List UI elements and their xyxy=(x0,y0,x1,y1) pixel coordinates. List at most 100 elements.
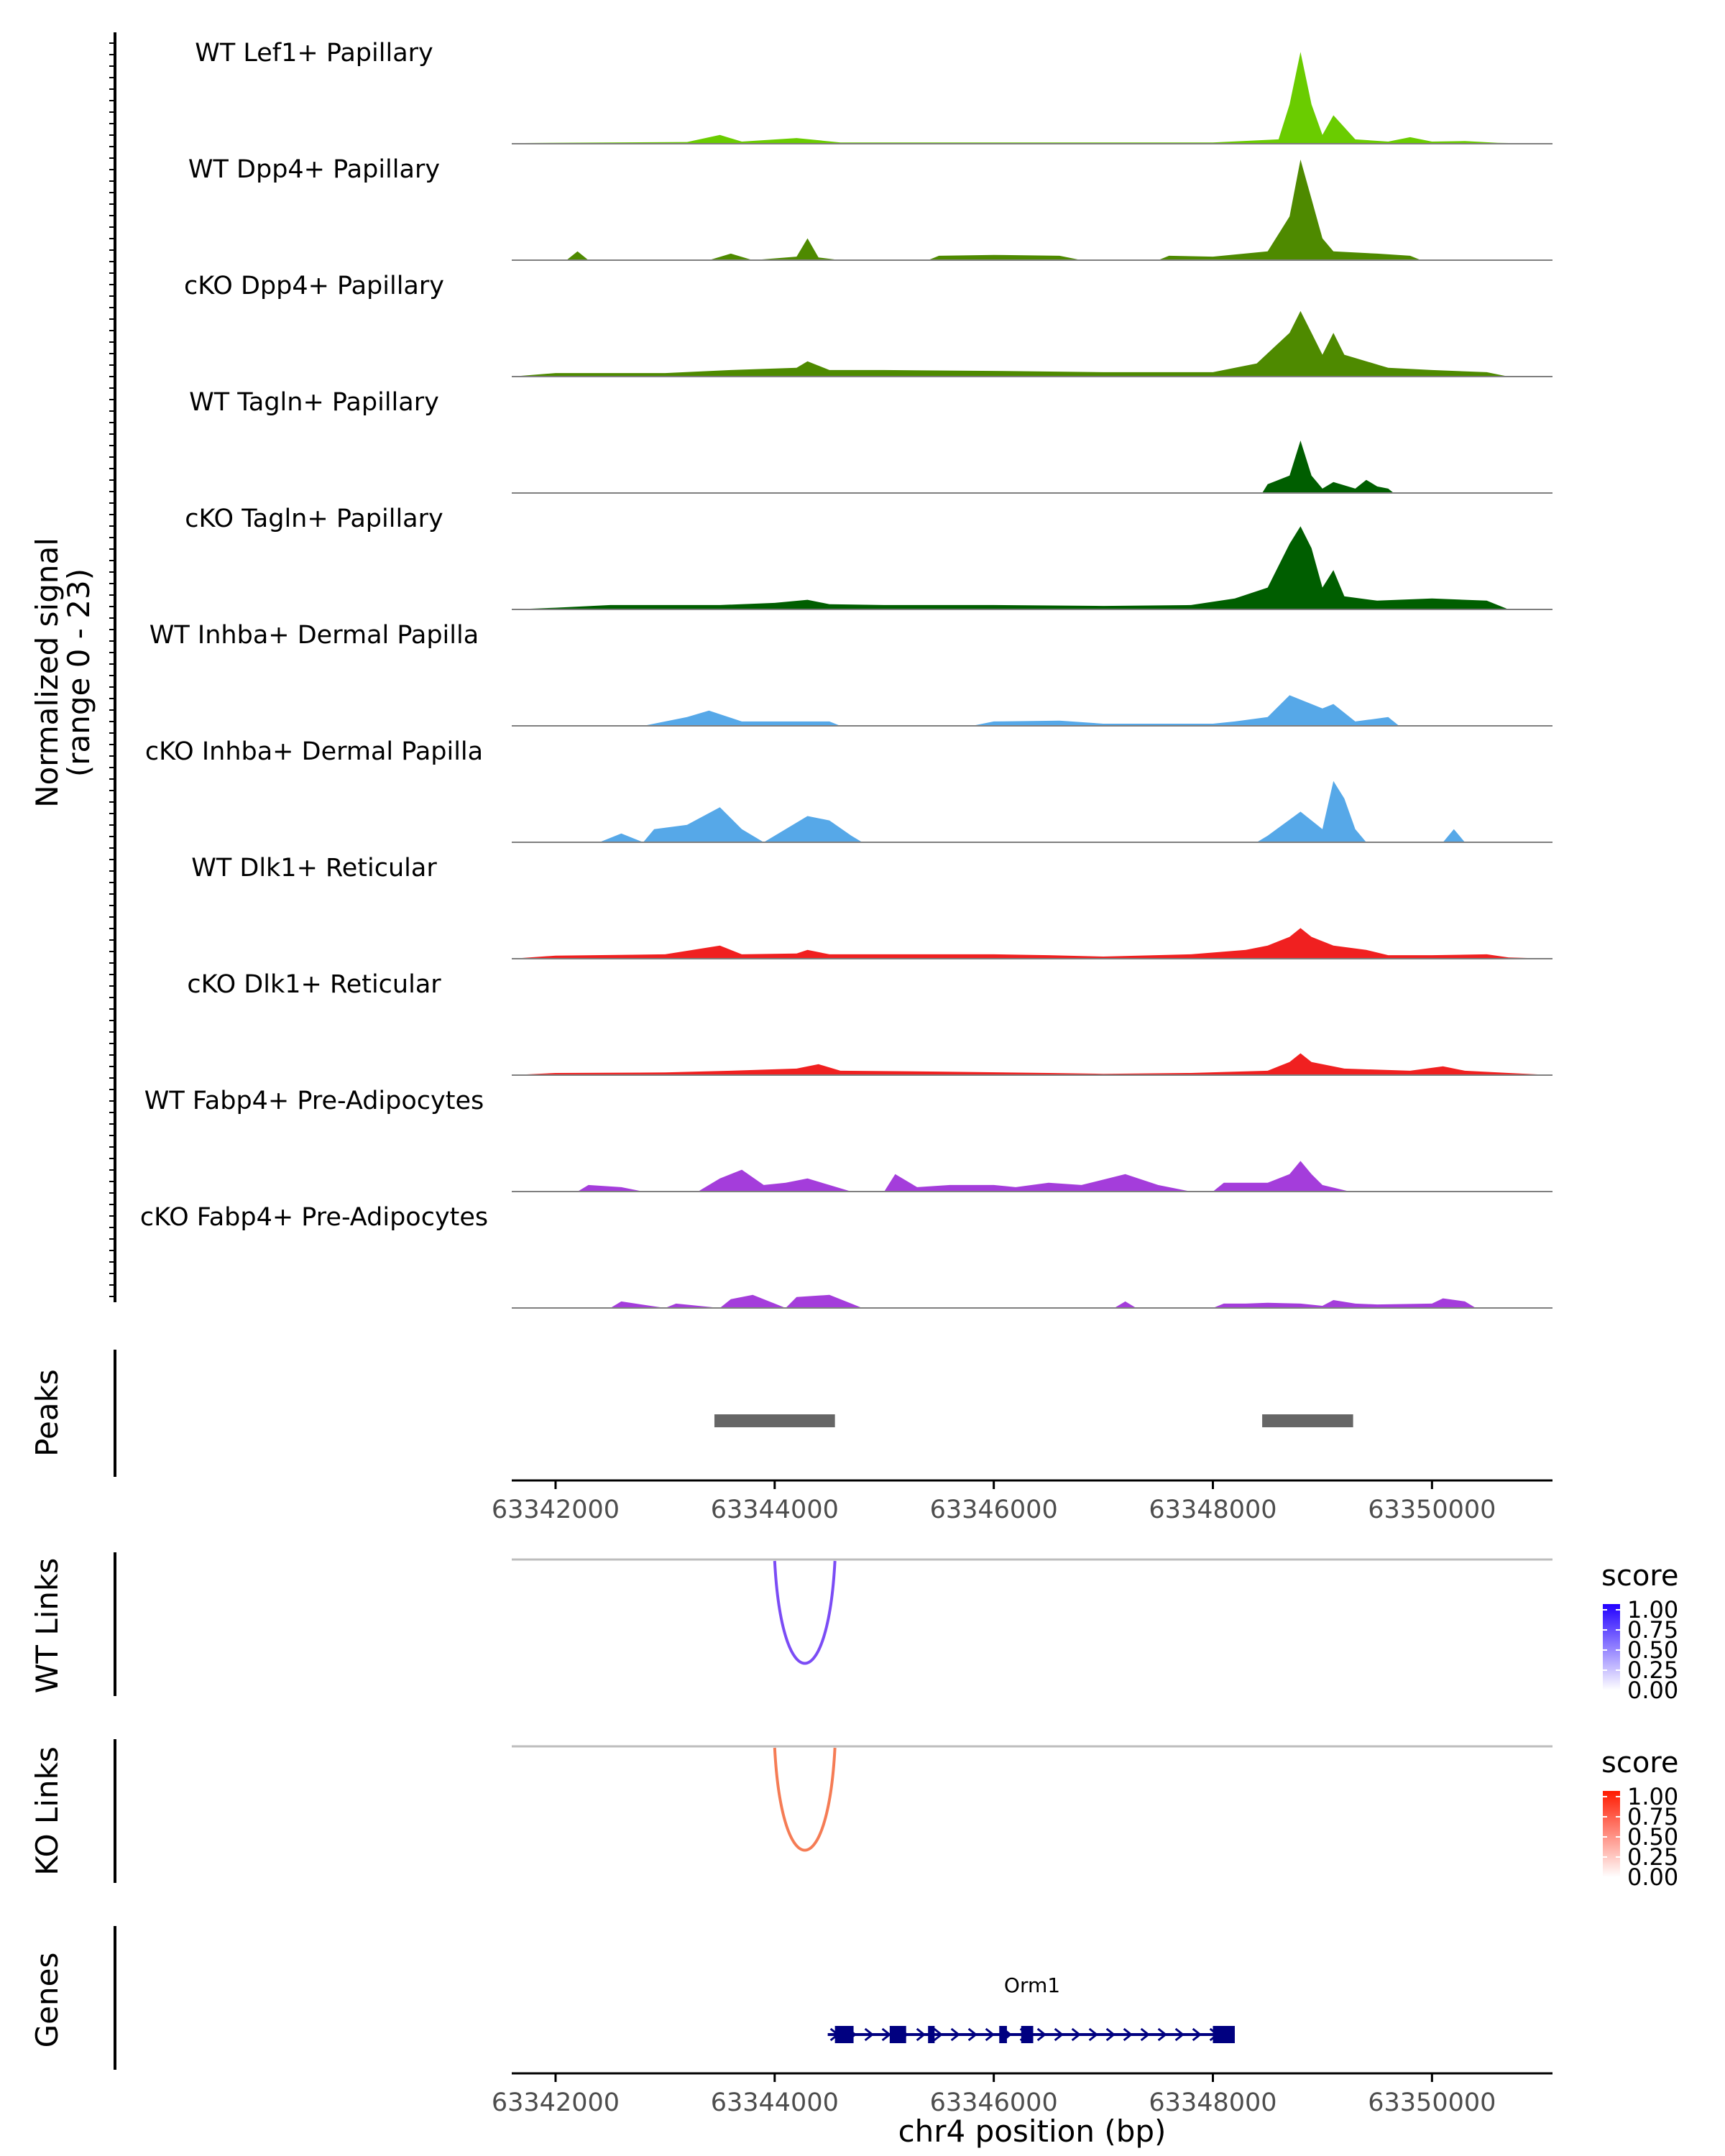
track-signal-area xyxy=(512,526,1552,609)
x-tick-label: 63344000 xyxy=(711,1496,839,1524)
genes-label: Genes xyxy=(29,1953,65,2048)
legend-tick-label: 1.00 xyxy=(1627,1783,1678,1810)
ko-legend-title: score xyxy=(1601,1746,1678,1779)
track-signal-area xyxy=(512,160,1552,260)
x-tick-label: 63346000 xyxy=(930,1496,1058,1524)
coverage-track: WT Lef1+ Papillary xyxy=(195,39,1552,144)
coverage-track: WT Dlk1+ Reticular xyxy=(191,854,1552,959)
genes-panel: Genes Orm1 xyxy=(29,1926,1235,2070)
gene-exon xyxy=(1213,2026,1235,2043)
x-axis-bottom: 63342000 63344000 63346000 63348000 63350000 xyxy=(492,2072,1552,2117)
coverage-track: WT Fabp4+ Pre-Adipocytes xyxy=(144,1087,1552,1192)
track-signal-area xyxy=(512,441,1552,493)
gene-exon xyxy=(834,2026,854,2043)
coverage-track: cKO Fabp4+ Pre-Adipocytes xyxy=(140,1203,1552,1309)
track-label: WT Fabp4+ Pre-Adipocytes xyxy=(144,1087,484,1115)
x-tick-label: 63342000 xyxy=(492,1496,620,1524)
peak-bar xyxy=(1262,1414,1353,1427)
gene-exon xyxy=(928,2026,935,2043)
peak-bar xyxy=(714,1414,835,1427)
gene-strand-arrow xyxy=(933,2027,944,2042)
coverage-track: WT Tagln+ Papillary xyxy=(189,388,1552,494)
track-label: WT Inhba+ Dermal Papilla xyxy=(150,621,479,650)
track-label: WT Tagln+ Papillary xyxy=(189,388,439,417)
coverage-ylabel-line1: Normalized signal xyxy=(29,538,65,808)
gene-model: Orm1 xyxy=(827,1973,1235,2043)
track-signal-area xyxy=(512,1161,1552,1192)
legend-tick-label: 0.25 xyxy=(1627,1657,1678,1684)
legend-tick-label: 0.50 xyxy=(1627,1636,1678,1664)
gene-exon xyxy=(1021,2026,1034,2043)
x-tick-label: 63342000 xyxy=(492,2088,620,2117)
gene-strand-arrow xyxy=(1105,2027,1116,2042)
gene-strand-arrow xyxy=(1123,2027,1133,2042)
wt-link-arc xyxy=(773,1560,837,1665)
coverage-track: cKO Tagln+ Papillary xyxy=(185,505,1552,610)
track-signal-area xyxy=(512,1294,1552,1308)
gene-strand-arrow xyxy=(864,2027,875,2042)
track-label: cKO Dlk1+ Reticular xyxy=(187,970,441,999)
track-signal-area xyxy=(512,310,1552,377)
coverage-track: WT Dpp4+ Papillary xyxy=(188,155,1552,261)
gene-strand-arrow xyxy=(985,2027,995,2042)
gene-strand-arrow xyxy=(1140,2027,1151,2042)
gene-name: Orm1 xyxy=(1004,1973,1060,1997)
x-axis-top: 63342000 63344000 63346000 63348000 63350000 xyxy=(492,1479,1552,1524)
ko-score-legend: score 1.000.750.500.250.00 xyxy=(1601,1746,1678,1891)
coverage-ylabel-line2: (range 0 - 23) xyxy=(61,568,96,777)
ko-legend-colorbar xyxy=(1603,1791,1620,1877)
track-signal-area xyxy=(512,695,1552,726)
peaks-label: Peaks xyxy=(29,1369,65,1457)
legend-tick-label: 0.00 xyxy=(1627,1864,1678,1891)
legend-tick-label: 0.00 xyxy=(1627,1677,1678,1704)
ko-links-panel: KO Links xyxy=(29,1739,1552,1883)
track-signal-area xyxy=(512,52,1552,144)
gene-strand-arrow xyxy=(1071,2027,1082,2042)
x-tick-label: 63350000 xyxy=(1368,2088,1496,2117)
track-label: cKO Inhba+ Dermal Papilla xyxy=(145,737,483,766)
track-signal-area xyxy=(512,1053,1552,1075)
gene-strand-arrow xyxy=(1174,2027,1185,2042)
gene-exon xyxy=(999,2026,1007,2043)
wt-legend-colorbar xyxy=(1603,1604,1620,1690)
track-label: WT Dpp4+ Papillary xyxy=(188,155,440,184)
gene-strand-arrow xyxy=(1054,2027,1064,2042)
track-signal-area xyxy=(512,780,1552,842)
track-label: cKO Tagln+ Papillary xyxy=(185,505,443,533)
gene-strand-arrow xyxy=(1192,2027,1202,2042)
gene-strand-arrow xyxy=(967,2027,978,2042)
coverage-track: cKO Inhba+ Dermal Papilla xyxy=(145,737,1552,843)
track-label: cKO Dpp4+ Papillary xyxy=(184,272,444,300)
gene-strand-arrow xyxy=(1157,2027,1168,2042)
wt-score-legend: score 1.000.750.500.250.00 xyxy=(1601,1560,1678,1704)
x-tick-label: 63346000 xyxy=(930,2088,1058,2117)
legend-tick-label: 0.50 xyxy=(1627,1823,1678,1851)
track-signal-area xyxy=(512,928,1552,959)
gene-strand-arrow xyxy=(881,2027,892,2042)
legend-tick-label: 0.25 xyxy=(1627,1843,1678,1871)
ko-link-arc xyxy=(773,1747,837,1852)
x-tick-label: 63350000 xyxy=(1368,1496,1496,1524)
coverage-track: cKO Dlk1+ Reticular xyxy=(187,970,1552,1076)
gene-strand-arrow xyxy=(1036,2027,1047,2042)
x-axis-title: chr4 position (bp) xyxy=(898,2114,1167,2149)
coverage-y-minor-ticks xyxy=(109,42,115,1297)
wt-links-panel: WT Links xyxy=(29,1552,1552,1696)
x-tick-label: 63348000 xyxy=(1149,1496,1276,1524)
gene-strand-arrow xyxy=(1088,2027,1099,2042)
gene-strand-arrow xyxy=(950,2027,961,2042)
track-label: WT Dlk1+ Reticular xyxy=(191,854,437,883)
legend-tick-label: 1.00 xyxy=(1627,1596,1678,1623)
track-label: WT Lef1+ Papillary xyxy=(195,39,433,68)
peaks-panel: Peaks xyxy=(29,1350,1353,1477)
legend-tick-label: 0.75 xyxy=(1627,1616,1678,1644)
ko-links-label: KO Links xyxy=(29,1746,65,1876)
gene-strand-arrow xyxy=(916,2027,926,2042)
legend-tick-label: 0.75 xyxy=(1627,1803,1678,1830)
wt-legend-title: score xyxy=(1601,1560,1678,1593)
x-tick-label: 63348000 xyxy=(1149,2088,1276,2117)
coverage-track: WT Inhba+ Dermal Papilla xyxy=(150,621,1552,727)
x-tick-label: 63344000 xyxy=(711,2088,839,2117)
wt-links-label: WT Links xyxy=(29,1558,65,1693)
